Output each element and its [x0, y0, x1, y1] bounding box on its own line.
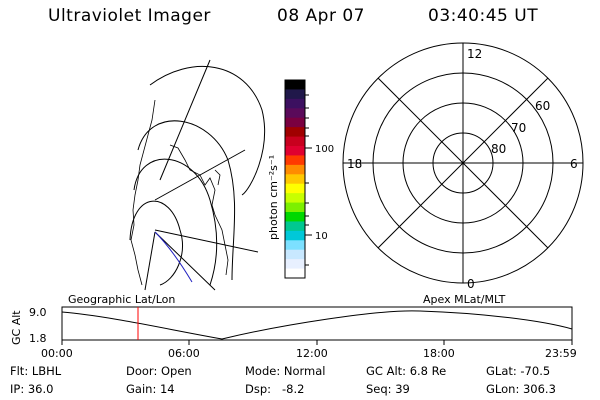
mlt-label-12: 12: [467, 47, 482, 61]
map-lon-line-3: [154, 229, 259, 253]
map-lat-arc-3: [133, 158, 218, 286]
colorbar-cell: [285, 117, 305, 128]
info-gain: Gain: 14: [126, 382, 175, 396]
lat-label-80: 80: [491, 142, 506, 156]
timeline-x-tick-1: 06:00: [168, 347, 200, 360]
colorbar-cell: [285, 230, 305, 241]
info-glon: GLon: 306.3: [486, 382, 556, 396]
mlt-label-6: 6: [570, 157, 578, 171]
timeline-x-tick-2: 12:00: [296, 347, 328, 360]
colorbar-frame: [284, 79, 306, 279]
info-flt: Flt: LBHL: [10, 364, 62, 378]
info-glat: GLat: -70.5: [486, 364, 551, 378]
colorbar-cell: [285, 202, 305, 213]
mlt-label-18: 18: [347, 157, 362, 171]
lat-label-60: 60: [535, 99, 550, 113]
colorbar-cell: [285, 136, 305, 147]
colorbar-cell: [285, 183, 305, 194]
colorbar-cell: [285, 80, 305, 91]
colorbar-cell: [285, 146, 305, 157]
info-dsp: Dsp: -8.2: [245, 382, 305, 396]
colorbar-cell: [285, 127, 305, 138]
colorbar-cell: [285, 89, 305, 100]
timeline-y-axis-label: GC Alt: [10, 310, 23, 345]
colorbar-cell: [285, 249, 305, 260]
info-ip: IP: 36.0: [10, 382, 54, 396]
info-seq: Seq: 39: [366, 382, 410, 396]
colorbar-unit-label: photon cm⁻²s⁻¹: [267, 155, 280, 240]
map-lon-line-5: [144, 231, 156, 291]
info-gc-alt: GC Alt: 6.8 Re: [366, 364, 447, 378]
colorbar-cell: [285, 193, 305, 204]
time-label: 03:40:45 UT: [428, 6, 539, 26]
lat-label-70: 70: [511, 121, 526, 135]
mlt-label-0: 0: [467, 277, 475, 291]
colorbar-gradient: [285, 80, 305, 279]
timeline-left-label: Geographic Lat/Lon: [68, 293, 176, 306]
colorbar-cell: [285, 268, 305, 279]
colorbar-cell: [285, 155, 305, 166]
colorbar-cell: [285, 240, 305, 251]
timeline-y-tick-min: 1.8: [29, 332, 47, 345]
map-lat-arc-4: [129, 200, 183, 286]
timeline-y-tick-max: 9.0: [29, 306, 47, 319]
timeline-x-tick-4: 23:59: [545, 347, 577, 360]
map-coastline: [130, 99, 229, 286]
timeline-x-tick-3: 18:00: [423, 347, 455, 360]
colorbar-cell: [285, 164, 305, 175]
date-label: 08 Apr 07: [277, 6, 365, 26]
map-lon-line-1: [159, 59, 211, 181]
colorbar-cell: [285, 98, 305, 109]
colorbar-cell: [285, 221, 305, 232]
title: Ultraviolet Imager: [48, 6, 211, 26]
colorbar-cell: [285, 259, 305, 270]
colorbar-cell: [285, 212, 305, 223]
colorbar-cell: [285, 174, 305, 185]
altitude-curve: [61, 310, 573, 340]
map-lon-line-4: [154, 231, 216, 291]
map-blue-track: [154, 231, 193, 283]
colorbar-tick-10: 10: [315, 231, 328, 242]
info-door: Door: Open: [126, 364, 192, 378]
timeline-right-label: Apex MLat/MLT: [423, 293, 506, 306]
polar-diagonal-2: [377, 77, 549, 249]
map-lat-arc-1: [149, 65, 266, 196]
colorbar-tick-100: 100: [315, 144, 334, 155]
timeline-x-tick-0: 00:00: [41, 347, 73, 360]
info-mode: Mode: Normal: [245, 364, 326, 378]
colorbar-cell: [285, 108, 305, 119]
